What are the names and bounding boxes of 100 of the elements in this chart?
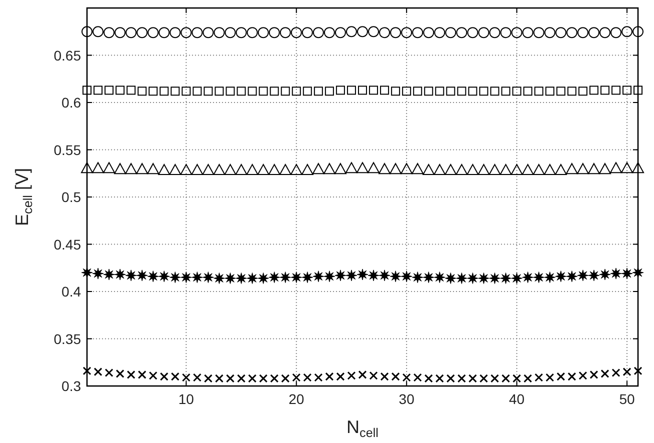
point: [379, 27, 390, 38]
point: [325, 372, 334, 381]
point: [502, 374, 510, 383]
point: [632, 26, 644, 38]
point: [467, 27, 478, 38]
point: [434, 164, 446, 176]
point: [369, 371, 378, 380]
point: [114, 27, 126, 38]
point: [588, 27, 600, 38]
point: [378, 270, 390, 282]
point: [160, 372, 168, 381]
point: [578, 86, 588, 96]
point: [104, 368, 114, 378]
point: [182, 86, 191, 96]
point: [599, 268, 611, 280]
point: [214, 374, 224, 383]
point: [512, 86, 522, 96]
point: [290, 27, 302, 38]
point: [347, 371, 356, 380]
y-tick-label: 0.35: [54, 330, 82, 347]
point: [170, 372, 180, 381]
point: [390, 163, 402, 174]
point: [424, 374, 433, 383]
point: [248, 86, 257, 96]
point: [312, 270, 324, 282]
point: [226, 374, 235, 383]
point: [554, 164, 567, 176]
point: [566, 163, 578, 174]
point: [136, 270, 148, 282]
point: [302, 86, 312, 96]
point: [466, 272, 478, 284]
point: [356, 162, 368, 174]
point: [104, 27, 115, 38]
point: [248, 374, 257, 383]
point: [292, 86, 301, 96]
point: [478, 27, 490, 38]
point: [160, 86, 169, 96]
point: [435, 374, 444, 383]
point: [524, 374, 532, 383]
point: [94, 368, 102, 376]
point: [180, 272, 192, 284]
point: [490, 86, 500, 96]
point: [114, 163, 126, 174]
point: [622, 86, 632, 95]
point: [324, 270, 336, 282]
point: [213, 272, 225, 284]
point: [302, 272, 314, 284]
point: [632, 162, 644, 174]
point: [545, 86, 554, 96]
point: [324, 27, 335, 38]
point: [522, 272, 534, 284]
point: [412, 272, 424, 284]
point: [457, 374, 466, 383]
point: [532, 164, 545, 176]
point: [588, 270, 600, 282]
point: [534, 373, 544, 382]
point: [226, 86, 235, 96]
point: [204, 86, 213, 96]
point: [390, 27, 402, 38]
point: [158, 27, 170, 38]
x-tick-label: 10: [178, 391, 194, 407]
point: [599, 27, 610, 38]
point: [246, 164, 258, 176]
point: [391, 86, 400, 96]
point: [490, 374, 499, 383]
point: [92, 26, 104, 38]
point: [214, 86, 224, 96]
point: [412, 163, 424, 174]
point: [236, 27, 247, 38]
point: [632, 266, 644, 278]
point: [468, 86, 478, 96]
point: [202, 164, 214, 176]
point: [401, 27, 412, 38]
point: [466, 164, 479, 176]
point: [566, 27, 578, 38]
point: [103, 268, 115, 280]
point: [334, 270, 346, 282]
point: [214, 27, 225, 38]
point: [323, 163, 336, 174]
point: [423, 27, 434, 38]
point: [391, 372, 400, 381]
point: [169, 272, 181, 284]
point: [380, 372, 389, 381]
point: [457, 86, 466, 96]
point: [500, 272, 512, 284]
point: [268, 164, 280, 176]
point: [92, 162, 104, 174]
point: [488, 272, 500, 284]
point: [378, 163, 391, 174]
y-tick-label: 0.55: [54, 142, 82, 158]
point: [478, 164, 490, 176]
point: [147, 163, 160, 174]
point: [259, 374, 268, 383]
point: [281, 374, 290, 383]
point: [82, 86, 92, 95]
point: [213, 164, 226, 176]
point: [345, 162, 358, 174]
point: [422, 272, 434, 284]
point: [468, 374, 477, 383]
point: [434, 27, 446, 38]
